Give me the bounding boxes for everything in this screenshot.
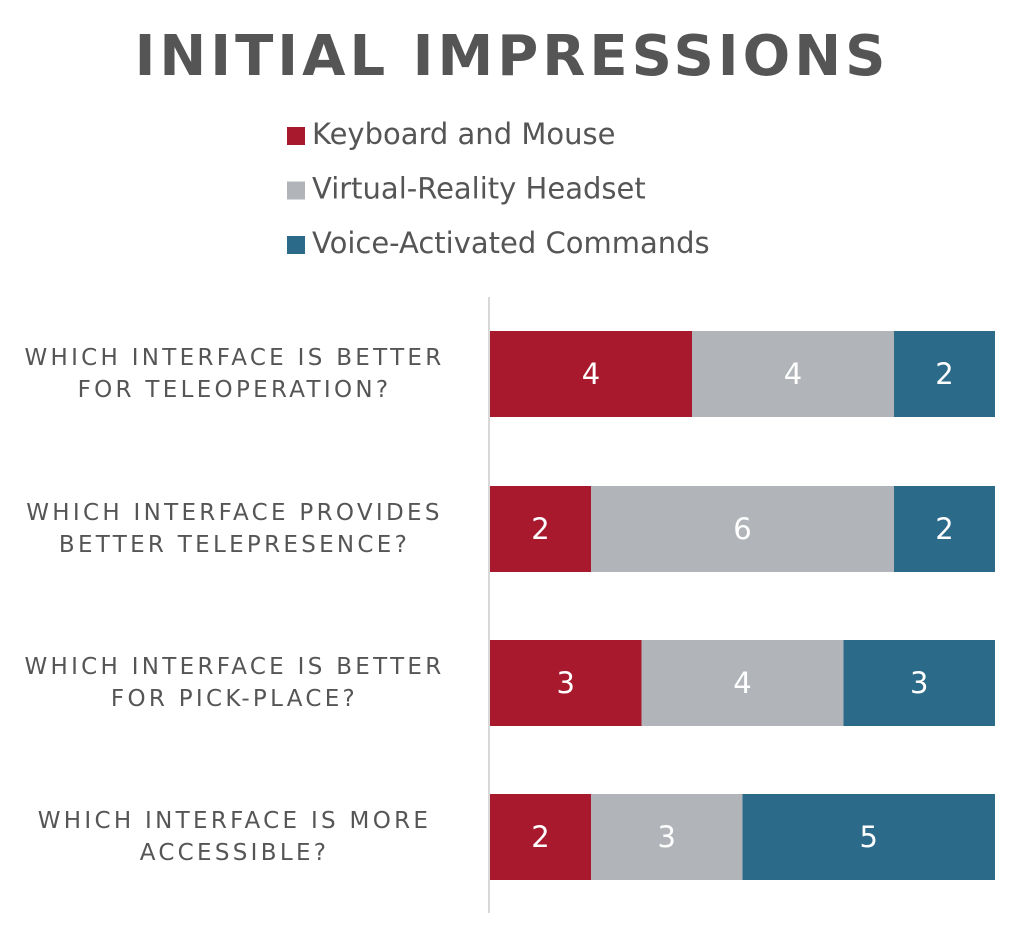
legend-swatch — [287, 127, 305, 145]
bar-segment — [490, 486, 591, 572]
bar-segment — [742, 794, 995, 880]
value-label: 2 — [935, 512, 953, 546]
category-label-box: WHICH INTERFACE PROVIDES BETTER TELEPRES… — [2, 497, 462, 561]
value-label: 3 — [658, 820, 676, 854]
value-label: 2 — [935, 357, 953, 391]
legend-swatch — [287, 181, 305, 200]
bar-segment — [894, 331, 995, 417]
value-label: 4 — [582, 357, 600, 391]
legend-label: Virtual-Reality Headset — [312, 172, 646, 206]
value-label: 4 — [733, 666, 751, 700]
value-label: 6 — [733, 512, 751, 546]
bar-segment — [692, 331, 894, 417]
legend-swatch — [287, 236, 305, 254]
bar-segment — [490, 331, 692, 417]
value-label: 3 — [557, 666, 575, 700]
category-label: WHICH INTERFACE PROVIDES BETTER TELEPRES… — [26, 500, 443, 558]
value-label: 4 — [784, 357, 802, 391]
value-label: 2 — [531, 820, 549, 854]
bar-segment — [843, 640, 995, 726]
chart-title: INITIAL IMPRESSIONS — [135, 24, 890, 89]
category-label: WHICH INTERFACE IS MORE ACCESSIBLE? — [37, 808, 432, 866]
category-label-box: WHICH INTERFACE IS MORE ACCESSIBLE? — [2, 805, 462, 869]
bar-segment — [490, 794, 591, 880]
value-label: 5 — [860, 820, 878, 854]
bar-segment — [591, 486, 894, 572]
bar-segment — [591, 794, 743, 880]
legend-label: Voice-Activated Commands — [312, 226, 710, 260]
category-label-box: WHICH INTERFACE IS BETTER FOR TELEOPERAT… — [2, 342, 462, 406]
bar-segment — [641, 640, 844, 726]
value-label: 3 — [910, 666, 928, 700]
bar-segment — [490, 640, 642, 726]
value-label: 2 — [531, 512, 549, 546]
legend-label: Keyboard and Mouse — [312, 117, 615, 151]
category-label: WHICH INTERFACE IS BETTER FOR PICK-PLACE… — [24, 654, 445, 712]
bar-segment — [894, 486, 995, 572]
category-label: WHICH INTERFACE IS BETTER FOR TELEOPERAT… — [24, 345, 445, 403]
category-label-box: WHICH INTERFACE IS BETTER FOR PICK-PLACE… — [2, 651, 462, 715]
